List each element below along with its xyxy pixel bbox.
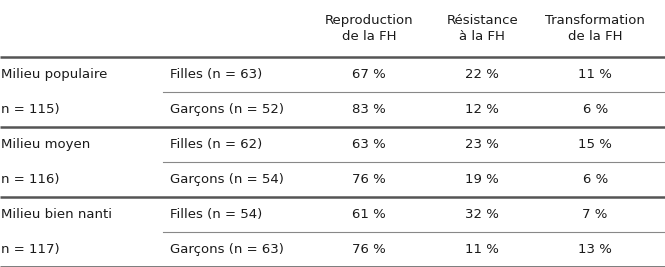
- Text: Filles (n = 54): Filles (n = 54): [170, 208, 262, 221]
- Text: 22 %: 22 %: [465, 68, 499, 81]
- Text: Résistance
à la FH: Résistance à la FH: [446, 14, 518, 44]
- Text: Garçons (n = 63): Garçons (n = 63): [170, 243, 283, 256]
- Text: 61 %: 61 %: [352, 208, 386, 221]
- Text: 19 %: 19 %: [465, 173, 499, 186]
- Text: 63 %: 63 %: [352, 138, 386, 151]
- Text: 67 %: 67 %: [352, 68, 386, 81]
- Text: 13 %: 13 %: [579, 243, 612, 256]
- Text: n = 116): n = 116): [1, 173, 60, 186]
- Text: Reproduction
de la FH: Reproduction de la FH: [325, 14, 414, 44]
- Text: 76 %: 76 %: [352, 243, 386, 256]
- Text: 23 %: 23 %: [465, 138, 499, 151]
- Text: Milieu populaire: Milieu populaire: [1, 68, 108, 81]
- Text: 11 %: 11 %: [465, 243, 499, 256]
- Text: 15 %: 15 %: [579, 138, 612, 151]
- Text: 7 %: 7 %: [583, 208, 608, 221]
- Text: Milieu bien nanti: Milieu bien nanti: [1, 208, 112, 221]
- Text: 11 %: 11 %: [579, 68, 612, 81]
- Text: 32 %: 32 %: [465, 208, 499, 221]
- Text: Garçons (n = 54): Garçons (n = 54): [170, 173, 283, 186]
- Text: 83 %: 83 %: [352, 103, 386, 116]
- Text: Filles (n = 63): Filles (n = 63): [170, 68, 262, 81]
- Text: 6 %: 6 %: [583, 103, 608, 116]
- Text: 6 %: 6 %: [583, 173, 608, 186]
- Text: Filles (n = 62): Filles (n = 62): [170, 138, 262, 151]
- Text: n = 117): n = 117): [1, 243, 60, 256]
- Text: Milieu moyen: Milieu moyen: [1, 138, 90, 151]
- Text: Transformation
de la FH: Transformation de la FH: [545, 14, 645, 44]
- Text: Garçons (n = 52): Garçons (n = 52): [170, 103, 283, 116]
- Text: n = 115): n = 115): [1, 103, 60, 116]
- Text: 12 %: 12 %: [465, 103, 499, 116]
- Text: 76 %: 76 %: [352, 173, 386, 186]
